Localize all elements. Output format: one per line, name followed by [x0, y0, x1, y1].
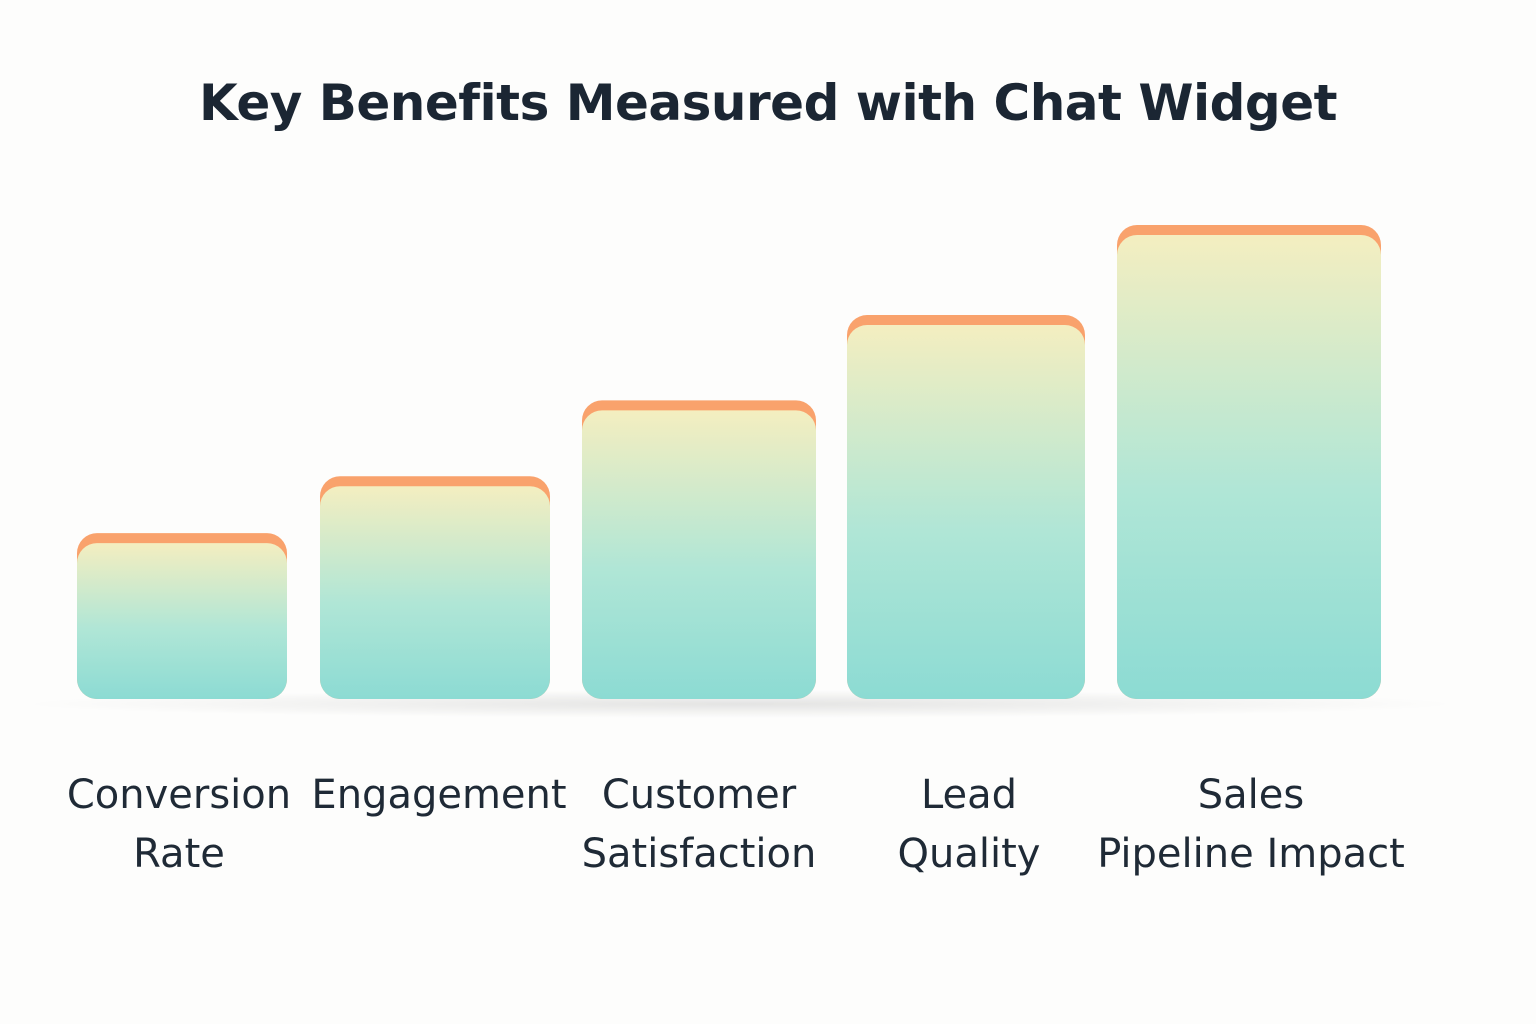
bar-1	[77, 533, 287, 699]
category-label-line: Customer	[602, 772, 797, 818]
bar-fill	[77, 543, 287, 699]
category-label-line: Engagement	[311, 772, 566, 818]
category-label-line: Lead	[921, 772, 1017, 818]
category-label-line: Sales	[1198, 772, 1304, 818]
bar-fill	[847, 325, 1085, 699]
category-label: Conversion Rate	[67, 772, 291, 877]
category-label-line: Rate	[133, 831, 225, 877]
bar-fill	[1117, 235, 1381, 699]
bar-4	[847, 315, 1085, 699]
bar-2	[320, 476, 550, 699]
bar-3	[582, 400, 816, 699]
category-label: Sales Pipeline Impact	[1097, 772, 1405, 877]
category-label: Engagement	[311, 772, 566, 818]
category-label-line: Satisfaction	[582, 831, 817, 877]
chart-title: Key Benefits Measured with Chat Widget	[198, 74, 1338, 132]
bar-5	[1117, 225, 1381, 699]
category-label-line: Conversion	[67, 772, 291, 818]
bar-fill	[320, 486, 550, 699]
category-label-line: Pipeline Impact	[1097, 831, 1405, 877]
category-label-line: Quality	[898, 831, 1041, 877]
category-label: Customer Satisfaction	[582, 772, 817, 877]
category-label: Lead Quality	[898, 772, 1041, 877]
bar-fill	[582, 410, 816, 699]
